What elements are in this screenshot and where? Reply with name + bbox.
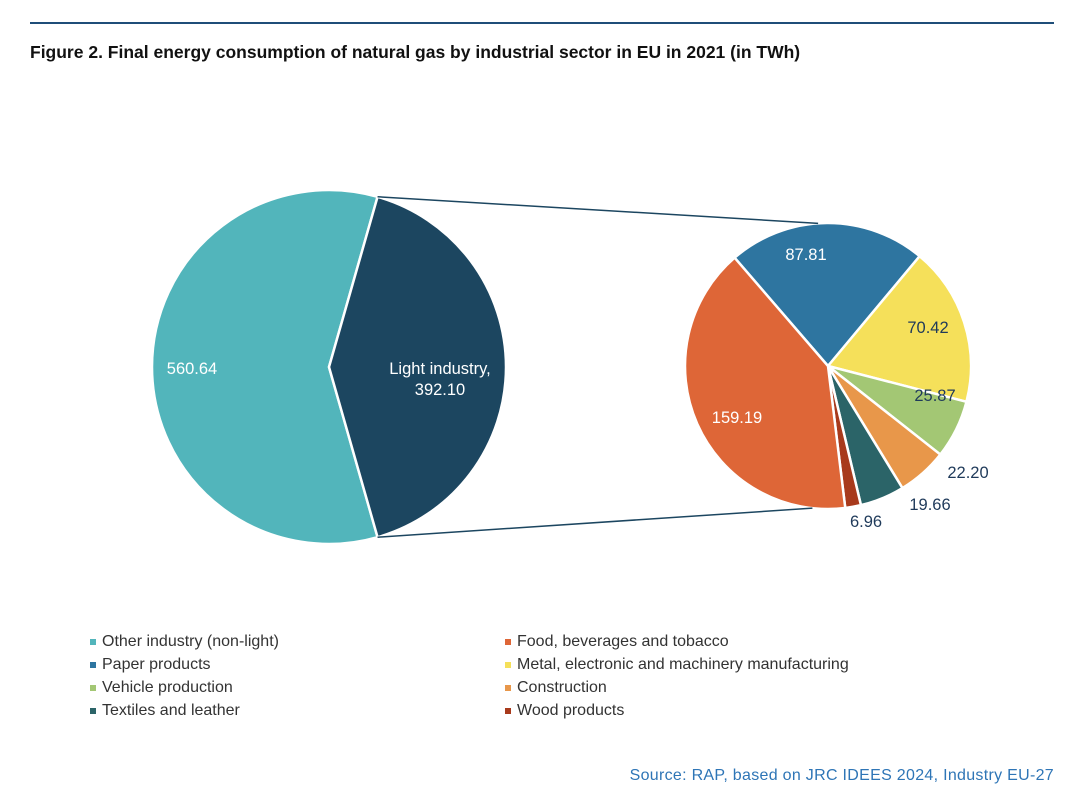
legend-label: Food, beverages and tobacco [517, 632, 729, 650]
legend-swatch [90, 661, 96, 668]
legend-item-paper-products: Paper products [90, 653, 279, 676]
legend-swatch [505, 684, 511, 691]
legend-label: Textiles and leather [102, 701, 240, 719]
legend-column-2: Food, beverages and tobacco Metal, electr… [505, 630, 849, 722]
label-textiles-and-leather: 19.66 [909, 496, 950, 514]
label-food-beverages-and-tobacco: 159.19 [712, 409, 762, 427]
legend-swatch [90, 638, 96, 645]
label-vehicle-production: 25.87 [914, 387, 955, 405]
legend-label: Other industry (non-light) [102, 632, 279, 650]
legend-swatch [505, 707, 511, 714]
slice-food-beverages-and-tobacco [683, 255, 847, 511]
legend-item-wood-products: Wood products [505, 699, 849, 722]
figure-title: Figure 2. Final energy consumption of na… [30, 42, 801, 62]
slice-paper-products [732, 221, 922, 368]
label-metal-electronic-and-machinery-manufacturing: 70.42 [907, 319, 948, 337]
connector-line-bottom [377, 507, 813, 538]
slice-light-industry [327, 195, 508, 539]
legend-swatch [505, 661, 511, 668]
legend-item-other-industry-non-light: Other industry (non-light) [90, 630, 279, 653]
label-paper-products: 87.81 [785, 246, 826, 264]
legend-swatch [505, 638, 511, 645]
legend-item-construction: Construction [505, 676, 849, 699]
slice-metal-electronic-and-machinery-manufacturing [825, 254, 973, 404]
label-construction: 22.20 [947, 464, 988, 482]
legend-swatch [90, 684, 96, 691]
legend-label: Metal, electronic and machinery manufact… [517, 655, 849, 673]
legend-label: Paper products [102, 655, 211, 673]
label-wood-products: 6.96 [850, 513, 882, 531]
legend-item-vehicle-production: Vehicle production [90, 676, 279, 699]
label-light-industry: Light industry, 392.10 [389, 360, 491, 399]
legend-label: Vehicle production [102, 678, 233, 696]
label-other-industry: 560.64 [167, 360, 217, 378]
legend-column-1: Other industry (non-light) Paper products… [90, 630, 279, 722]
slice-other-industry-non-light [150, 188, 380, 546]
connector-line-top [377, 196, 819, 225]
legend-item-food-beverages-and-tobacco: Food, beverages and tobacco [505, 630, 849, 653]
legend-item-textiles-and-leather: Textiles and leather [90, 699, 279, 722]
legend-swatch [90, 707, 96, 714]
top-rule [30, 22, 1054, 24]
source-note: Source: RAP, based on JRC IDEES 2024, In… [629, 767, 1054, 784]
legend-item-metal-electronic-and-machinery-manufacturing: Metal, electronic and machinery manufact… [505, 653, 849, 676]
legend-label: Wood products [517, 701, 625, 719]
legend-label: Construction [517, 678, 607, 696]
